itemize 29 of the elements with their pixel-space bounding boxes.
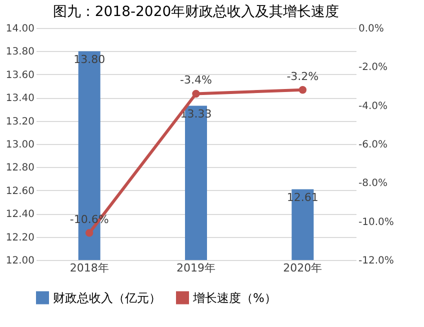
x-tick-label: 2020年 [283, 262, 322, 274]
y-tick-label: 13.80 [6, 46, 34, 58]
point [192, 90, 200, 98]
y2-tick-label: -8.0% [358, 178, 388, 190]
y-tick-label: 13.00 [6, 140, 34, 150]
point [298, 86, 307, 94]
data-label: -3.2% [286, 70, 319, 83]
legend-label: 增长速度（%） [192, 290, 276, 305]
y2-tick-label: -4.0% [358, 100, 388, 112]
chart-title: 图九：2018-2020年财政总收入及其增长速度 [52, 4, 340, 20]
y-tick-label: 12.00 [6, 256, 34, 266]
y-tick-label: 13.20 [6, 116, 34, 128]
x-tick-label: 2019年 [176, 262, 216, 274]
y-tick-label: 13.60 [6, 70, 34, 81]
y2-tick-label: -6.0% [358, 140, 388, 150]
y2-tick-label: -2.0% [358, 62, 388, 74]
x-tick-label: 2018年 [70, 262, 109, 274]
y-tick-label: 12.40 [6, 209, 34, 220]
y-tick-label: 12.20 [6, 232, 34, 244]
data-label: -3.4% [180, 74, 212, 87]
legend-label: 财政总收入（亿元） [53, 290, 161, 305]
y2-tick-label: 0.0% [358, 24, 384, 34]
y-tick-label: 14.00 [6, 24, 34, 34]
point [85, 229, 94, 237]
y2-tick-label: -12.0% [358, 256, 394, 266]
y-tick-label: 12.80 [6, 162, 34, 174]
y-tick-label: 13.40 [6, 93, 34, 104]
y2-tick-label: -10.0% [358, 216, 394, 228]
y-tick-label: 12.60 [6, 186, 34, 197]
